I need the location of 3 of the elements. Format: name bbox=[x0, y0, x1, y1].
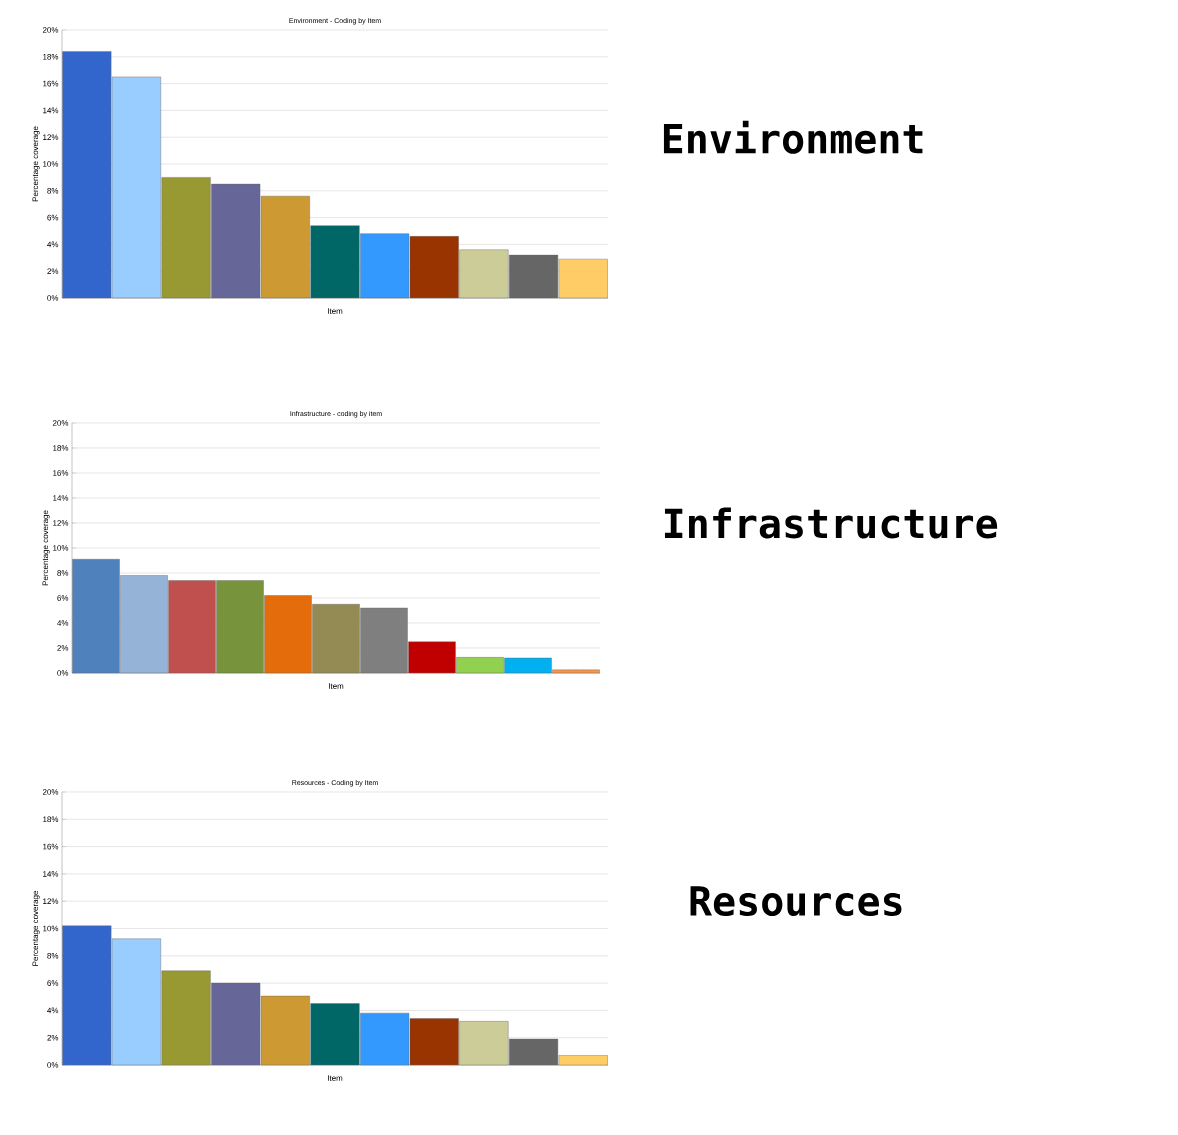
text: Infrastructure bbox=[664, 507, 998, 539]
text: Resources bbox=[690, 886, 902, 917]
text: Environment bbox=[663, 120, 923, 154]
